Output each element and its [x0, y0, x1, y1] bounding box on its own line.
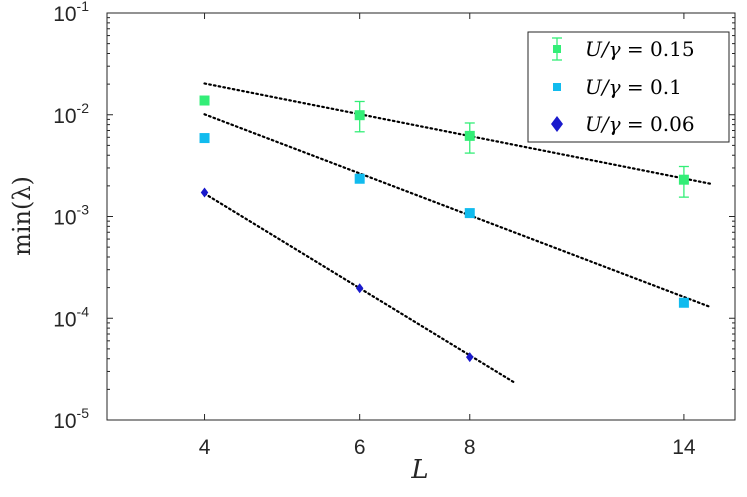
y-tick-label-2: 10-3	[53, 202, 89, 230]
legend-entry-3: U/γ = 0.06	[585, 112, 695, 136]
x-tick-label-2: 8	[464, 436, 476, 459]
y-tick-base: 10	[53, 3, 76, 26]
x-tick-label-0: 4	[199, 436, 211, 459]
y-tick-base: 10	[53, 207, 76, 230]
y-tick-label-3: 10-4	[53, 303, 89, 331]
marker-series-3-point-1	[200, 187, 209, 198]
y-tick-label-1: 10-2	[53, 100, 89, 128]
y-axis-title: min(λ)	[8, 176, 36, 256]
y-tick-exponent: -1	[77, 0, 90, 14]
legend-marker-2	[553, 83, 561, 91]
x-tick-label-3: 14	[672, 436, 696, 459]
legend-entry-1-variable: U/γ	[585, 37, 621, 61]
fit-line-series-2	[203, 113, 712, 309]
legend-entry-3-value: = 0.06	[621, 112, 695, 136]
y-tick-label-0: 10-1	[53, 0, 89, 26]
marker-series-1-point-2	[354, 110, 365, 121]
data-markers	[199, 95, 689, 363]
legend-entry-1-value: = 0.15	[621, 37, 695, 61]
legend-entry-2-value: = 0.1	[621, 75, 682, 99]
y-tick-exponent: -4	[77, 303, 90, 319]
legend: U/γ = 0.15 U/γ = 0.1 U/γ = 0.06	[527, 31, 730, 143]
y-tick-exponent: -2	[77, 100, 90, 116]
marker-series-2-point-1	[199, 133, 210, 144]
marker-series-1-point-3	[464, 130, 475, 141]
marker-series-2-point-2	[354, 173, 365, 184]
marker-series-2-point-3	[464, 208, 475, 219]
legend-markers	[551, 37, 563, 132]
legend-entry-2-variable: U/γ	[585, 75, 621, 99]
y-tick-exponent: -3	[77, 202, 90, 218]
marker-series-3-point-3	[466, 352, 474, 363]
legend-entry-2: U/γ = 0.1	[585, 75, 682, 99]
marker-series-3-point-2	[355, 283, 364, 294]
legend-entry-3-variable: U/γ	[585, 112, 621, 136]
marker-series-1-point-4	[678, 174, 689, 185]
x-axis-title: L	[410, 455, 428, 485]
x-tick-label-1: 6	[354, 436, 366, 459]
fit-line-series-1	[203, 82, 712, 185]
y-tick-base: 10	[53, 105, 76, 128]
marker-series-2-point-4	[678, 297, 689, 308]
y-tick-exponent: -5	[77, 405, 90, 421]
legend-marker-3	[551, 116, 563, 132]
y-tick-base: 10	[53, 410, 76, 433]
y-tick-label-4: 10-5	[53, 405, 89, 433]
marker-series-1-point-1	[199, 95, 210, 106]
legend-entry-1: U/γ = 0.15	[585, 37, 695, 61]
y-tick-base: 10	[53, 308, 76, 331]
legend-marker-1	[553, 45, 561, 53]
